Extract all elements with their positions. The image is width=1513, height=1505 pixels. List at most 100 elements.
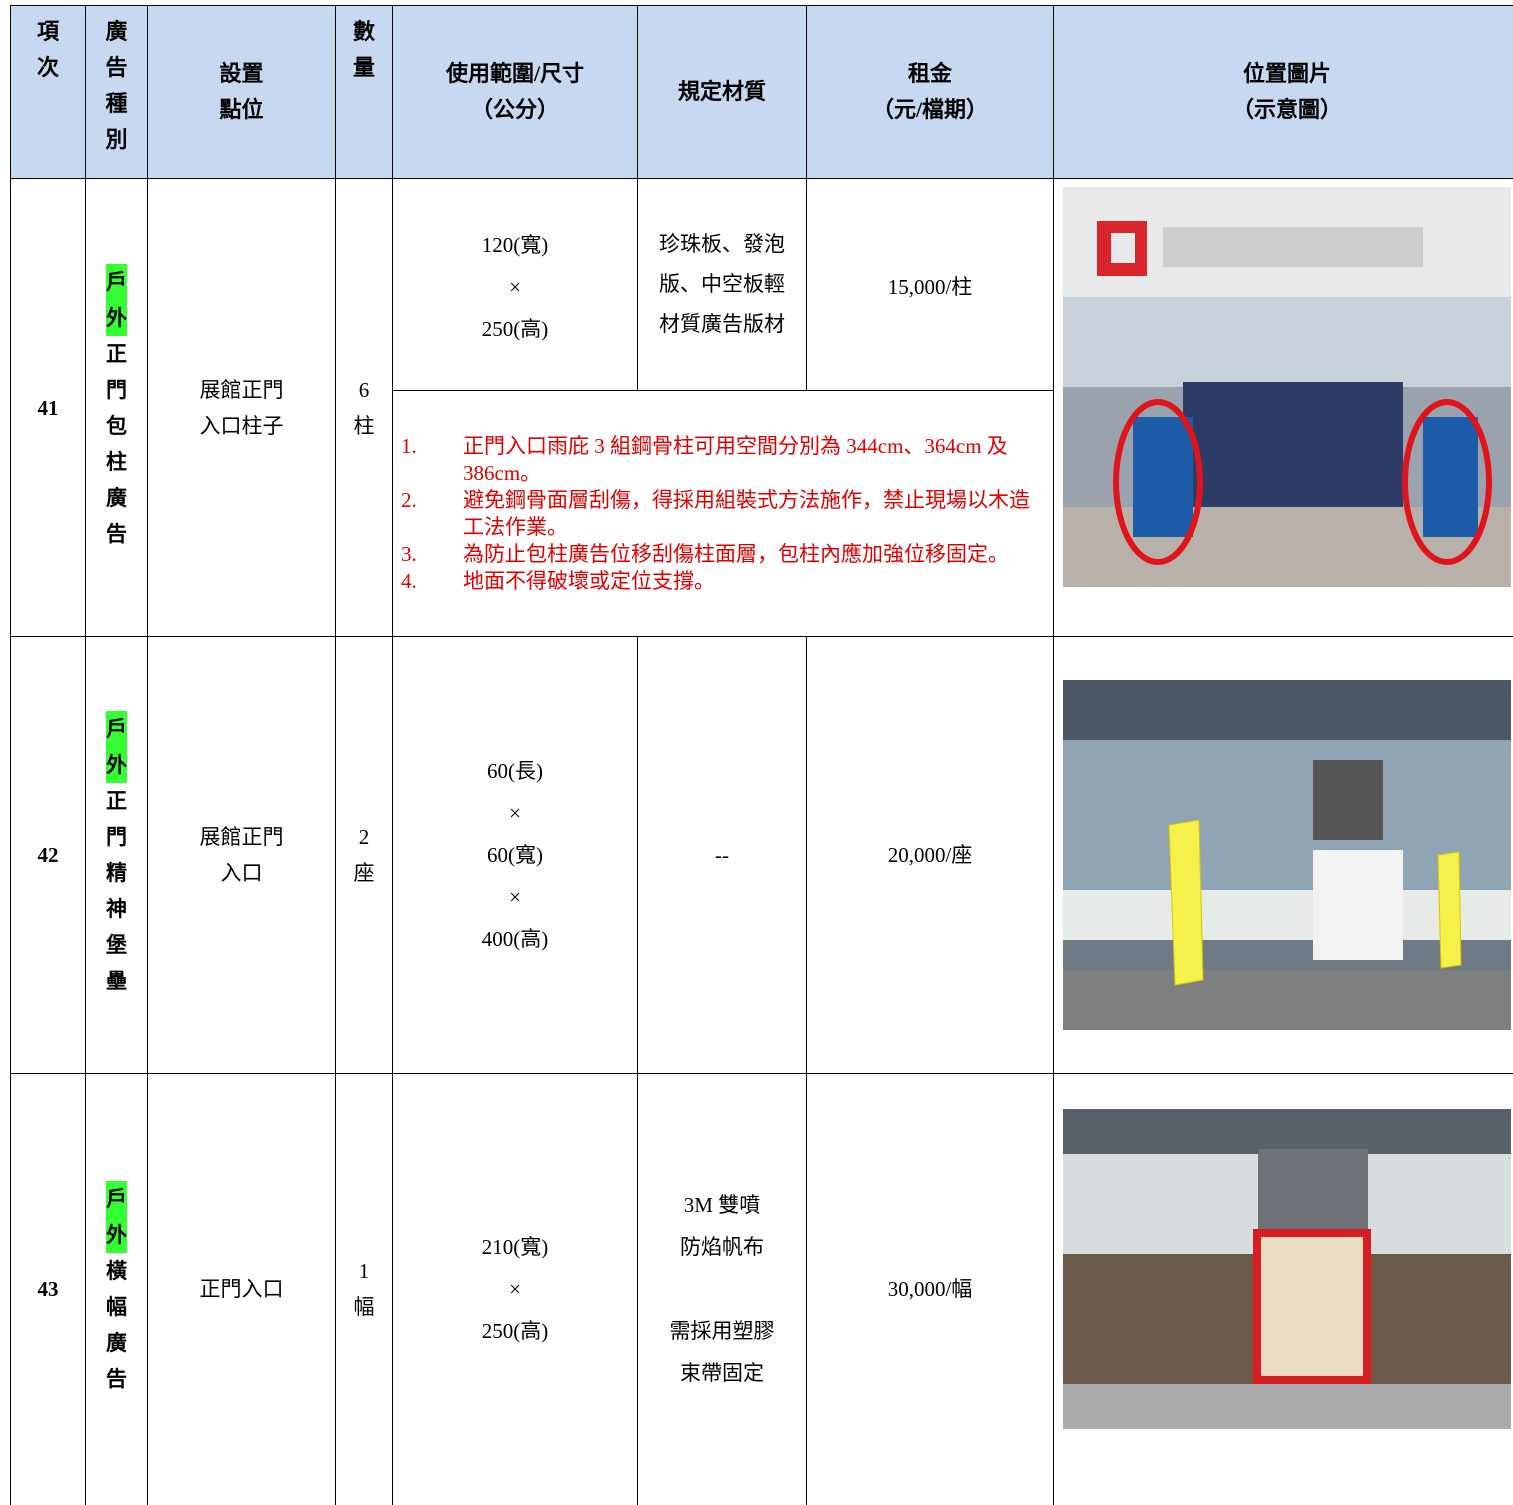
note-number: 3.: [401, 541, 417, 566]
location-cell: 展館正門 入口: [147, 636, 336, 1074]
header-cell: 規定材質: [637, 5, 807, 179]
rent-cell: 30,000/幅: [806, 1073, 1054, 1505]
header-text: 告: [105, 55, 128, 80]
location-cell: 展館正門 入口柱子: [147, 178, 336, 637]
item-cell: 42: [10, 636, 86, 1074]
material-group: --: [652, 834, 792, 876]
size-cell: 60(長) × 60(寬) × 400(高): [392, 636, 638, 1074]
header-text: 使用範圍/尺寸: [445, 61, 585, 86]
header-cell: 數量: [335, 5, 393, 179]
size-text: 210(寬): [481, 1235, 549, 1260]
size-text: ×: [509, 801, 521, 825]
location-text: 展館正門: [199, 825, 284, 849]
line: 外: [86, 747, 147, 783]
photo-cell: [1053, 636, 1513, 1074]
header-text: 規定材質: [677, 79, 766, 104]
type-highlight: 外: [106, 299, 127, 336]
location-text: 展館正門: [199, 377, 284, 402]
location-cell: 正門入口: [147, 1073, 336, 1505]
note: 1. 正門入口雨庇 3 組鋼骨柱可用空間分別為 344cm、364cm 及 386…: [401, 433, 1045, 487]
location-photo: [1063, 680, 1511, 1030]
line: 戶: [86, 263, 147, 300]
type-highlight: 外: [106, 1217, 127, 1254]
line: 外: [86, 299, 147, 336]
header-cell: 廣告種別: [85, 5, 148, 179]
material-cell: --: [637, 636, 807, 1074]
material-group: 3M 雙噴防焰帆布: [652, 1184, 792, 1268]
rent-text: 15,000/柱: [887, 275, 973, 299]
note-text: 地面不得破壞或定位支撐。: [463, 568, 715, 593]
header-text: 設置: [219, 61, 264, 86]
photo-cell: [1053, 1073, 1513, 1505]
type-highlight: 戶: [106, 711, 127, 747]
material-group: 珍珠板、發泡版、中空板輕材質廣告版材: [652, 224, 792, 344]
row: 41 戶外正門包柱廣告展館正門 入口柱子 6 柱 120(寬) × 250(高) 珍珠板、發泡版…: [10, 178, 1513, 637]
location-text: 入口: [220, 861, 263, 885]
material-text: 防焰帆布: [680, 1235, 764, 1260]
type-text: 告: [106, 1367, 127, 1392]
header-text: 點位: [219, 97, 264, 122]
header-cell: 設置 點位: [147, 5, 336, 179]
item-number: 41: [37, 395, 59, 420]
location-text: 入口柱子: [199, 413, 284, 438]
rent-text: 30,000/幅: [887, 1277, 973, 1302]
type-text: 門: [106, 377, 127, 402]
line: 戶: [86, 1181, 147, 1218]
type-text: 神: [106, 897, 127, 921]
size-text: 400(高): [481, 927, 549, 951]
rent-cell: 20,000/座: [806, 636, 1054, 1074]
type-text: 包: [106, 413, 127, 438]
location-photo: [1063, 1109, 1511, 1429]
header-cell: 租金 （元/檔期）: [806, 5, 1054, 179]
material-text: 需採用塑膠: [669, 1319, 775, 1344]
rent-cell: 15,000/柱: [806, 178, 1054, 391]
type-text: 幅: [106, 1295, 127, 1320]
header-text: 位置圖片: [1242, 61, 1331, 86]
header-text: 別: [105, 127, 128, 152]
rent-text: 20,000/座: [887, 843, 973, 867]
material-text: 3M 雙噴: [683, 1193, 761, 1218]
material-text: 珍珠板、發泡版、中空板輕材質廣告版材: [659, 232, 785, 336]
notes-row: 1. 正門入口雨庇 3 組鋼骨柱可用空間分別為 344cm、364cm 及 386…: [11, 390, 1513, 637]
type-text: 正: [106, 341, 127, 366]
material-text: 束帶固定: [680, 1361, 764, 1386]
quantity-text: 柱: [353, 413, 375, 438]
header-text: 次: [36, 55, 59, 80]
header-text: 廣: [105, 19, 128, 44]
type-cell: 戶外正門包柱廣告: [85, 178, 148, 637]
size-text: 250(高): [481, 1319, 549, 1344]
type-highlight: 戶: [106, 1181, 127, 1218]
note-text: 避免鋼骨面層刮傷，得採用組裝式方法施作，禁止現場以木造工法作業。: [463, 487, 1030, 539]
quantity-text: 幅: [353, 1295, 375, 1320]
header-cell: 位置圖片 （示意圖）: [1053, 5, 1513, 179]
quantity-text: 1: [358, 1259, 370, 1284]
size-text: ×: [509, 1277, 521, 1302]
header-text: 種: [105, 91, 128, 116]
header-text: 租金: [907, 61, 952, 86]
item-cell: 43: [10, 1073, 86, 1505]
material-group: 需採用塑膠 束帶固定: [652, 1310, 792, 1394]
header-cell: 使用範圍/尺寸 （公分）: [392, 5, 638, 179]
quantity-text: 6: [358, 377, 370, 402]
header-text: （公分）: [470, 97, 559, 122]
type-highlight: 戶: [106, 263, 127, 300]
size-text: 250(高): [481, 317, 549, 341]
header-text: （元/檔期）: [871, 97, 989, 122]
size-cell: 210(寬) × 250(高): [392, 1073, 638, 1505]
size-text: 60(寬): [487, 843, 543, 867]
note-text: 為防止包柱廣告位移刮傷柱面層，包柱內應加強位移固定。: [463, 541, 1009, 566]
size-text: 120(寬): [481, 233, 549, 257]
size-text: ×: [509, 885, 521, 909]
type-text: 正: [106, 789, 127, 813]
item-cell: 41: [10, 178, 86, 637]
type-text: 堡: [106, 933, 127, 957]
notes-cell: 1. 正門入口雨庇 3 組鋼骨柱可用空間分別為 344cm、364cm 及 386…: [392, 390, 1054, 637]
quantity-text: 2: [358, 825, 370, 849]
note: 3. 為防止包柱廣告位移刮傷柱面層，包柱內應加強位移固定。: [401, 541, 1045, 568]
type-text: 壘: [106, 969, 127, 993]
line: 外: [86, 1217, 147, 1254]
type-text: 柱: [106, 449, 127, 474]
